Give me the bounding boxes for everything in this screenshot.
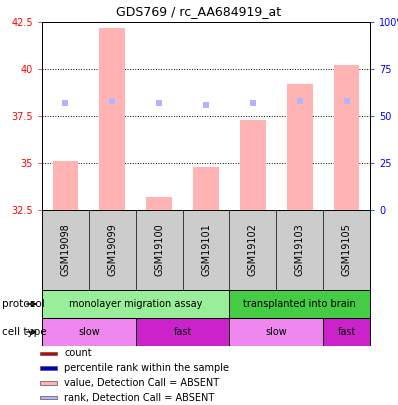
Bar — [240, 120, 266, 210]
Text: GSM19101: GSM19101 — [201, 224, 211, 276]
Bar — [136, 318, 229, 346]
Text: value, Detection Call = ABSENT: value, Detection Call = ABSENT — [64, 378, 219, 388]
Text: GSM19103: GSM19103 — [295, 224, 305, 276]
Text: protocol: protocol — [2, 299, 45, 309]
Text: GSM19099: GSM19099 — [107, 224, 117, 276]
Bar — [334, 65, 359, 210]
Bar — [100, 28, 125, 210]
Bar — [229, 290, 370, 318]
Bar — [42, 318, 136, 346]
Bar — [42, 290, 229, 318]
Text: slow: slow — [78, 327, 100, 337]
Text: GSM19102: GSM19102 — [248, 224, 258, 277]
Text: rank, Detection Call = ABSENT: rank, Detection Call = ABSENT — [64, 392, 214, 403]
Bar — [40, 367, 57, 370]
Bar — [323, 318, 370, 346]
Bar — [40, 396, 57, 399]
Text: GSM19105: GSM19105 — [341, 224, 351, 277]
Text: monolayer migration assay: monolayer migration assay — [69, 299, 203, 309]
Bar — [229, 318, 323, 346]
Text: fast: fast — [338, 327, 356, 337]
Text: slow: slow — [265, 327, 287, 337]
Bar — [40, 352, 57, 355]
Text: cell type: cell type — [2, 327, 47, 337]
Bar — [40, 381, 57, 385]
Bar — [193, 167, 219, 210]
Bar — [146, 197, 172, 210]
Text: GSM19100: GSM19100 — [154, 224, 164, 276]
Bar — [53, 161, 78, 210]
Text: GSM19098: GSM19098 — [60, 224, 70, 276]
Text: count: count — [64, 348, 92, 358]
Text: GDS769 / rc_AA684919_at: GDS769 / rc_AA684919_at — [117, 5, 281, 18]
Text: transplanted into brain: transplanted into brain — [243, 299, 356, 309]
Text: percentile rank within the sample: percentile rank within the sample — [64, 363, 229, 373]
Text: fast: fast — [174, 327, 192, 337]
Bar — [287, 84, 312, 210]
